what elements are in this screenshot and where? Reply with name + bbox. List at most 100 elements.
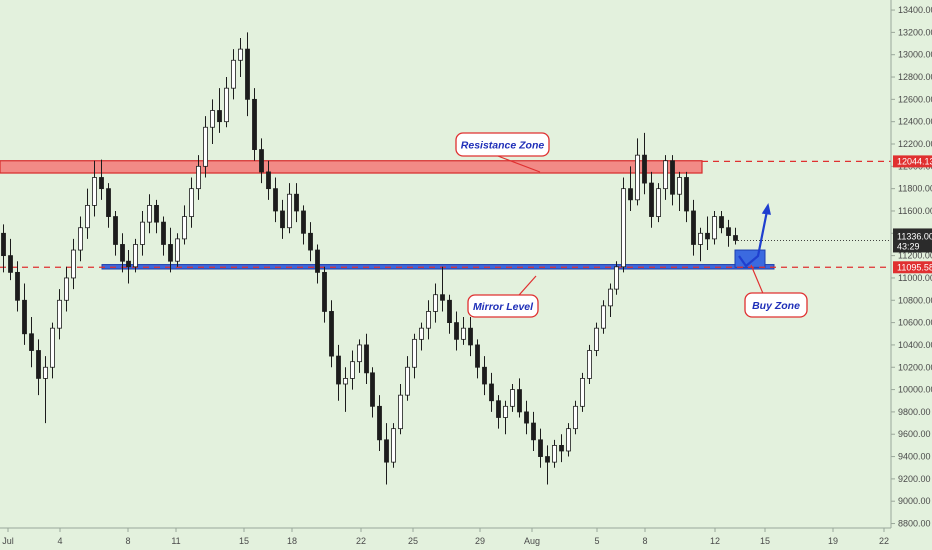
buy-zone-box[interactable] (734, 249, 766, 268)
candle-body (217, 110, 222, 123)
candle (398, 384, 403, 435)
candle-body (719, 216, 724, 229)
candle-body (642, 154, 647, 184)
price-tick-label: 9200.00 (898, 474, 931, 484)
candle (189, 177, 194, 228)
candle-body (545, 456, 550, 463)
mirror-price-tag[interactable]: 11095.58 (893, 261, 932, 274)
resistance-price-tag-bg (893, 155, 932, 168)
candle (419, 322, 424, 351)
candle (587, 344, 592, 384)
resistance-zone-box[interactable] (0, 160, 703, 174)
price-tick-label: 10000.00 (898, 385, 932, 395)
buy-zone-callout[interactable]: Buy Zone (744, 264, 808, 318)
candle-body (210, 110, 215, 128)
candle-body (391, 428, 396, 463)
candle (468, 317, 473, 357)
candle-body (733, 235, 738, 241)
price-tick-label: 12800.00 (898, 72, 932, 82)
candle (391, 423, 396, 468)
time-tick-label: 22 (356, 536, 366, 546)
candle (705, 216, 710, 251)
candle-body (196, 165, 201, 190)
candle (99, 159, 104, 200)
candle (566, 423, 571, 457)
current-price-text: 11336.00 (897, 231, 932, 241)
candle (663, 155, 668, 200)
candle (510, 384, 515, 412)
candle (175, 233, 180, 267)
candle-body (398, 394, 403, 430)
resistance-zone-callout-pointer (497, 155, 541, 173)
candle (489, 372, 494, 412)
candle-body (440, 294, 445, 301)
mirror-price-tag-bg (893, 261, 932, 274)
candle (266, 160, 271, 200)
candle-body (489, 383, 494, 402)
candle-body (336, 355, 341, 385)
candle (691, 199, 696, 256)
annotations-layer: Resistance Zone Mirror Level Buy Zone (455, 132, 808, 318)
candle (357, 339, 362, 373)
resistance-price-tag[interactable]: 12044.13 (893, 155, 932, 168)
candle (15, 261, 20, 312)
candle-body (266, 171, 271, 190)
candle (231, 49, 236, 100)
candle-body (370, 372, 375, 407)
candle (412, 333, 417, 379)
candle-body (496, 400, 501, 418)
time-tick-label: 12 (710, 536, 720, 546)
candle (57, 289, 62, 340)
mirror-level-callout[interactable]: Mirror Level (467, 275, 539, 318)
candle-body (343, 378, 348, 385)
candle (635, 138, 640, 206)
candle (531, 411, 536, 451)
candle (440, 266, 445, 312)
candle (684, 171, 689, 223)
buy-zone-callout-box (744, 292, 808, 318)
candle-body (322, 271, 327, 312)
candle-body (64, 277, 69, 301)
candle-body (454, 322, 459, 340)
candle-body (566, 428, 571, 452)
candle-body (287, 193, 292, 229)
candle-body (29, 333, 34, 351)
candle-body (433, 294, 438, 312)
candle (426, 300, 431, 340)
candle (364, 333, 369, 384)
candle (147, 194, 152, 234)
candle (642, 132, 647, 195)
candle (85, 188, 90, 239)
candle (140, 210, 145, 256)
candle-body (106, 188, 111, 217)
candle (384, 423, 389, 485)
time-axis[interactable]: Jul 4 8 11 15 18 22 25 29 Aug 5 8 12 15 19 22 (2, 528, 889, 546)
projection-arrow-path (738, 205, 770, 268)
price-axis[interactable]: 13400.00 13200.00 13000.00 12800.00 12600.00… (891, 5, 932, 529)
time-tick-label: 5 (594, 536, 599, 546)
candle (649, 171, 654, 228)
candle (670, 155, 675, 206)
candle-body (357, 344, 362, 363)
candle-body (161, 221, 166, 245)
candle-body (684, 177, 689, 212)
candle-body (71, 249, 76, 279)
candle-body (224, 87, 229, 123)
resistance-zone-callout[interactable]: Resistance Zone (455, 132, 550, 173)
time-tick-label: 19 (828, 536, 838, 546)
candle (50, 322, 55, 379)
candle-body (189, 188, 194, 217)
candle-body (120, 244, 125, 262)
candle-body (203, 126, 208, 167)
candle (126, 250, 131, 284)
candle-body (691, 210, 696, 245)
candle (238, 37, 243, 78)
current-price-tag-bg (893, 228, 932, 253)
candle-body (384, 439, 389, 463)
candle (559, 434, 564, 463)
candle (377, 395, 382, 451)
